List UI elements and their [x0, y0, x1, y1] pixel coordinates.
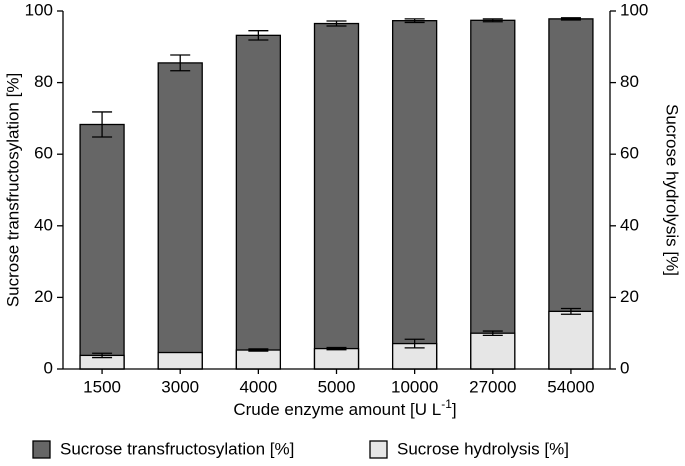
bar [235, 34, 282, 370]
y2-tick-label: 100 [620, 0, 648, 19]
y-tick-label: 20 [34, 287, 53, 306]
error-bar [404, 338, 425, 349]
x-axis-title: Crude enzyme amount [U L-1] [233, 397, 456, 419]
y-tick-label: 100 [25, 0, 53, 19]
error-bar [170, 54, 191, 72]
error-bar [326, 20, 347, 27]
legend-label: Sucrose transfructosylation [%] [60, 439, 294, 458]
bar [157, 351, 203, 370]
error-bar [92, 352, 113, 359]
bar [548, 310, 594, 370]
bar [313, 347, 360, 370]
y-tick-label: 0 [44, 358, 53, 377]
legend-label: Sucrose hydrolysis [%] [397, 439, 569, 458]
bar [391, 20, 438, 370]
y2-tick-label: 40 [620, 215, 639, 234]
error-bar [248, 348, 269, 352]
y-tick-label: 40 [34, 215, 53, 234]
error-bar [404, 18, 425, 24]
error-bar [92, 111, 113, 138]
x-tick-label: 3000 [161, 377, 199, 396]
y2-tick-label: 60 [620, 144, 639, 163]
bar [548, 18, 594, 370]
bar [157, 62, 203, 370]
y-axis-title: Sucrose transfructosylation [%] [3, 73, 22, 307]
x-tick-label: 1500 [83, 377, 121, 396]
x-tick-label: 5000 [318, 377, 356, 396]
legend-swatch [32, 440, 51, 459]
x-tick-label: 4000 [239, 377, 277, 396]
y-tick-label: 60 [34, 144, 53, 163]
y2-axis-title: Sucrose hydrolysis [%] [663, 104, 682, 276]
error-bar [560, 307, 581, 315]
x-tick-label: 10000 [391, 377, 438, 396]
error-bar [482, 18, 503, 23]
bar [235, 349, 282, 370]
y2-tick-label: 20 [620, 287, 639, 306]
bar [79, 123, 125, 370]
y2-tick-label: 0 [620, 358, 629, 377]
x-tick-label: 54000 [547, 377, 594, 396]
error-bar [248, 30, 269, 41]
y-tick-label: 80 [34, 72, 53, 91]
y2-tick-label: 80 [620, 72, 639, 91]
legend-swatch [369, 440, 388, 459]
x-tick-label: 27000 [469, 377, 516, 396]
bar [470, 332, 516, 370]
error-bar [326, 346, 347, 351]
error-bar [560, 17, 581, 21]
error-bar [482, 330, 503, 336]
bar [470, 19, 516, 370]
bar [313, 22, 360, 370]
